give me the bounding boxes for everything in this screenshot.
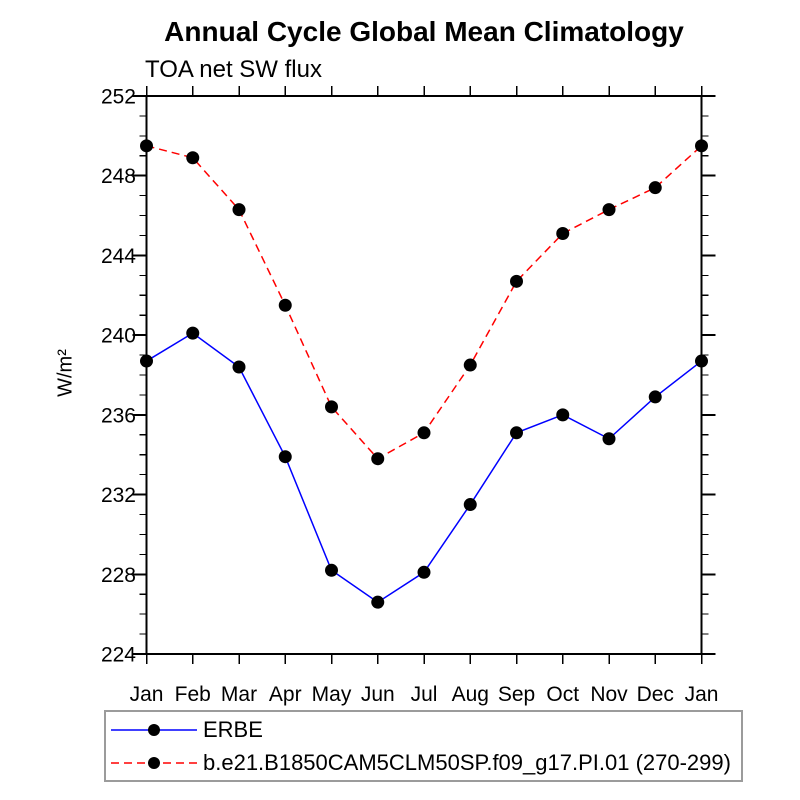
x-tick-label: Sep — [498, 683, 535, 706]
data-point-marker — [232, 360, 246, 374]
x-tick-label: Mar — [221, 683, 257, 706]
data-point-marker — [232, 203, 246, 217]
y-tick-label: 224 — [101, 644, 136, 667]
data-point-marker — [556, 408, 570, 422]
y-tick-label: 248 — [101, 165, 136, 188]
data-point-marker — [648, 390, 662, 404]
y-tick-label: 228 — [101, 564, 136, 587]
x-tick-label: Feb — [175, 683, 211, 706]
x-tick-label: Jan — [130, 683, 164, 706]
data-point-marker — [695, 354, 708, 368]
data-point-marker — [278, 450, 292, 464]
legend-sample-marker — [148, 756, 160, 769]
data-point-marker — [602, 432, 616, 446]
legend-item: ERBE — [106, 713, 741, 746]
series-line-model — [146, 145, 703, 460]
data-point-marker — [186, 326, 200, 340]
data-point-marker — [556, 227, 570, 241]
legend-sample-solid-line — [111, 723, 197, 736]
legend-item: b.e21.B1850CAM5CLM50SP.f09_g17.PI.01 (27… — [106, 746, 741, 779]
data-point-marker — [510, 274, 523, 288]
legend-label: b.e21.B1850CAM5CLM50SP.f09_g17.PI.01 (27… — [203, 749, 731, 775]
x-tick-label: Apr — [269, 683, 302, 706]
data-point-marker — [325, 563, 338, 577]
data-point-marker — [278, 298, 292, 312]
x-tick-label: Jan — [685, 683, 719, 706]
data-point-marker — [463, 498, 477, 512]
data-point-marker — [648, 181, 662, 195]
y-tick-label: 252 — [101, 86, 136, 109]
x-tick-label: Oct — [546, 683, 579, 706]
data-point-marker — [186, 151, 200, 165]
data-point-marker — [325, 400, 338, 414]
chart-subtitle: TOA net SW flux — [145, 56, 322, 83]
data-point-marker — [371, 452, 385, 466]
legend-sample-dashed-line — [111, 756, 197, 769]
plot-border — [145, 95, 703, 655]
data-point-marker — [417, 426, 431, 440]
data-point-marker — [140, 354, 153, 368]
data-point-marker — [140, 139, 153, 153]
y-tick-label: 232 — [101, 484, 136, 507]
x-tick-label: Aug — [452, 683, 489, 706]
legend-label: ERBE — [203, 716, 263, 742]
y-tick-label: 240 — [101, 325, 136, 348]
data-point-marker — [463, 358, 477, 372]
x-tick-label: Nov — [590, 683, 628, 706]
y-tick-label: 244 — [101, 245, 136, 268]
legend-sample-marker — [148, 723, 160, 736]
x-tick-label: May — [312, 683, 352, 706]
y-tick-label: 236 — [101, 404, 136, 427]
x-tick-label: Jul — [411, 683, 438, 706]
chart-title: Annual Cycle Global Mean Climatology — [164, 16, 684, 47]
legend-box: ERBE b.e21.B1850CAM5CLM50SP.f09_g17.PI.01… — [104, 710, 743, 782]
data-point-marker — [695, 139, 708, 153]
data-point-marker — [510, 426, 523, 440]
data-point-marker — [371, 595, 385, 609]
data-point-marker — [602, 203, 616, 217]
data-point-marker — [417, 565, 431, 579]
x-tick-label: Jun — [361, 683, 395, 706]
series-line-erbe — [146, 332, 702, 604]
x-tick-label: Dec — [637, 683, 674, 706]
